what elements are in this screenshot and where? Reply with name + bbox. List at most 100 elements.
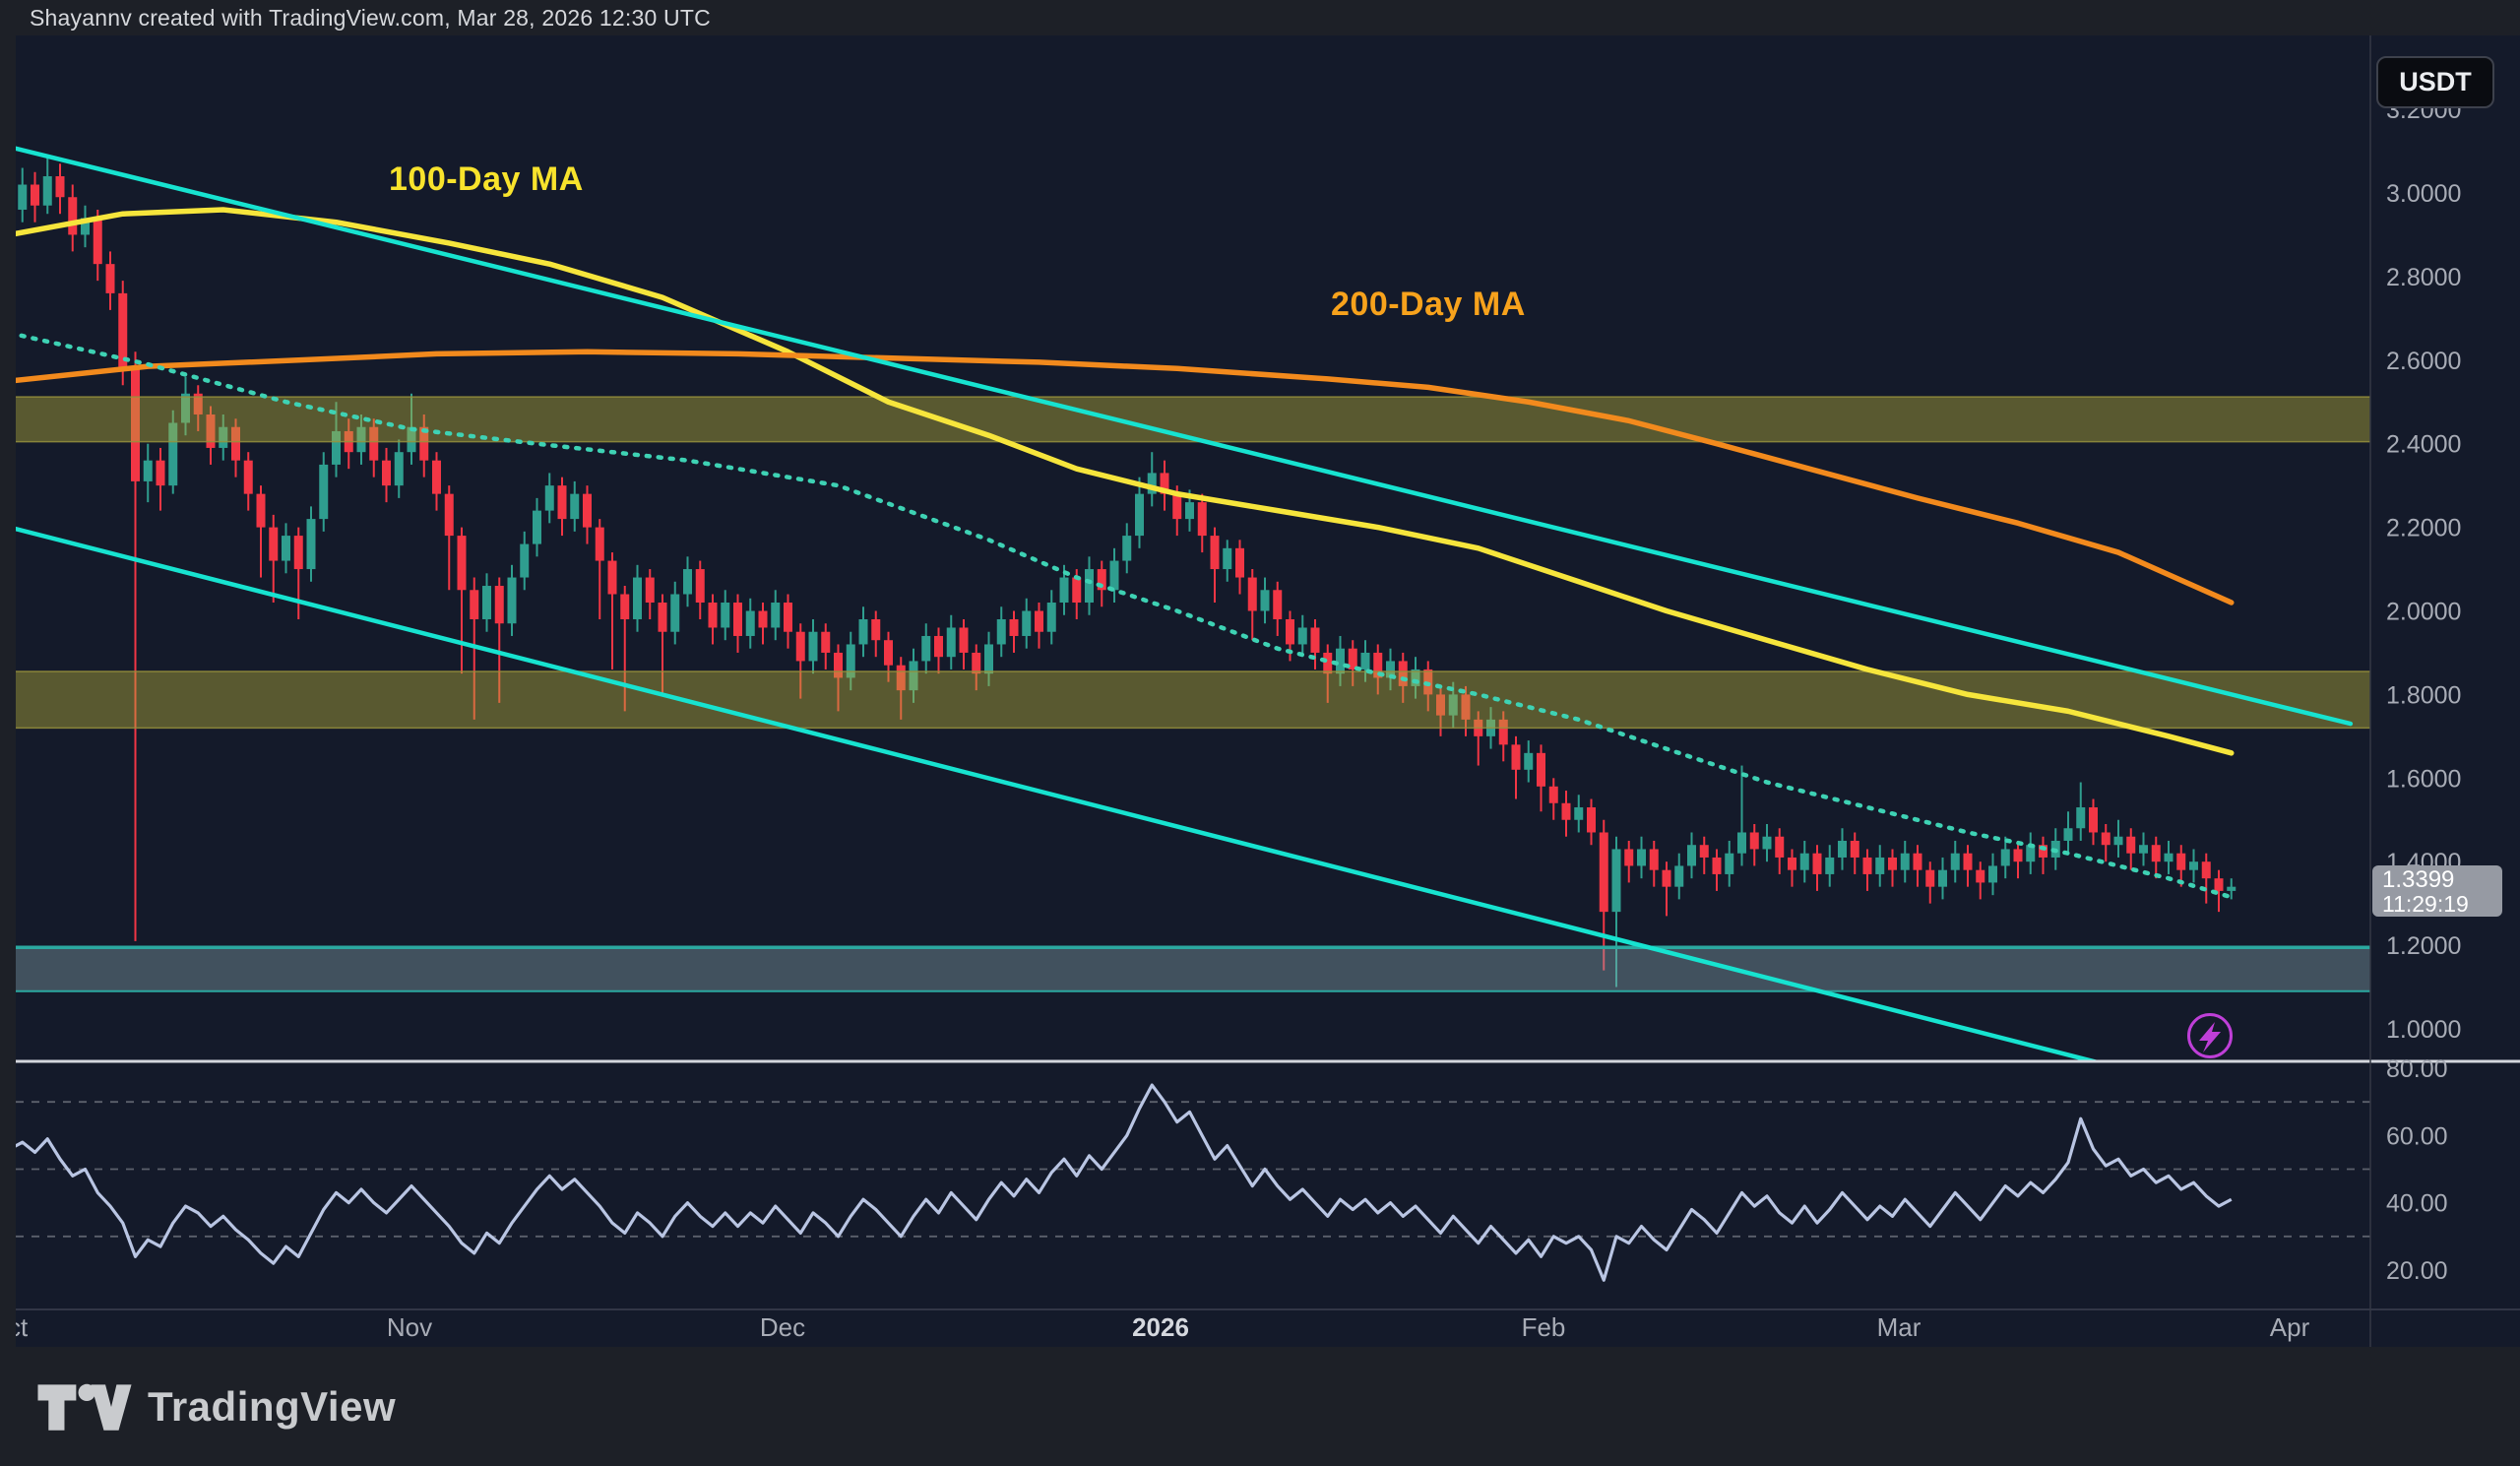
candle-body [1172,493,1182,520]
price-tick-label: 2.0000 [2386,599,2461,626]
candle-body [846,644,855,678]
candle-body [1398,661,1408,686]
candle-body [996,618,1006,645]
candle-body [896,665,906,691]
candle-body [557,485,567,520]
candle [1046,590,1056,645]
candle-body [1247,577,1257,611]
candle [1009,610,1019,653]
candle [1850,832,1859,874]
candle-body [1260,590,1270,611]
candle-body [332,430,341,465]
candle [1197,493,1207,553]
candle-body [1511,744,1521,770]
candle [2089,798,2098,846]
price-axis[interactable]: 3.20003.00002.80002.60002.40002.20002.00… [2386,96,2461,1044]
candle-body [1210,536,1220,570]
chart-canvas[interactable]: 3.20003.00002.80002.60002.40002.20002.00… [16,35,2520,1347]
candle [1235,540,1244,595]
last-price-badge: 1.3399 11:29:19 [2372,865,2502,917]
candle [784,594,792,649]
candle-body [256,493,266,528]
candle-body [2076,807,2086,829]
candle [256,485,266,578]
candle [181,376,190,436]
candle [319,452,329,532]
candle [733,594,742,653]
candle-body [282,536,290,561]
candle-body [2214,878,2224,891]
candle-body [156,460,165,486]
tradingview-logo[interactable]: TradingView [35,1380,396,1434]
resistance-zone-mid [16,670,2370,730]
time-tick-label: Apr [2270,1312,2310,1342]
candle [1297,614,1307,658]
candle [382,447,391,503]
candle-body [1448,694,1458,716]
rsi-tick-label: 40.00 [2386,1190,2448,1218]
candle [231,418,240,478]
lower-channel-line [16,526,2100,1061]
candle-body [2164,853,2174,862]
candle-body [131,368,140,481]
candle-body [2189,861,2198,870]
footer-bar: TradingView [0,1347,2520,1466]
candle [2000,836,2010,879]
candle-body [1749,832,1759,850]
lightning-button[interactable] [2187,1013,2233,1058]
chart-container[interactable]: 3.2000 3.0000 2.8000 2.6000 2.4000 2.2000 2.00… [16,35,2520,1347]
candle [1762,823,1772,862]
candle [959,618,969,669]
candle [745,598,755,649]
candle-body [1109,560,1119,591]
candle-body [871,618,881,641]
candle [1260,577,1270,624]
candle [1561,791,1571,837]
candle-body [1988,865,1997,883]
candle [2189,849,2198,883]
candle-body [2063,828,2073,841]
candle-body [482,586,491,619]
candle-body [394,452,404,486]
candle [921,623,931,674]
rsi-axis[interactable]: 80.00 60.00 40.00 20.00 [2386,1055,2448,1285]
candle [1537,744,1545,812]
candle-body [884,640,893,666]
candle [1662,861,1671,917]
candle-body [457,536,467,591]
candle [2076,782,2086,841]
candle [494,577,504,703]
candle [2151,836,2161,879]
candle-body [1662,869,1671,887]
candle-body [193,393,203,414]
candle [219,414,228,461]
bar-countdown: 11:29:19 [2382,891,2469,917]
candle-body [2089,807,2098,833]
candle-body [1574,807,1584,820]
candle-body [683,569,692,595]
candle [1160,460,1169,511]
price-tick-label: 2.4000 [2386,431,2461,459]
rsi-pane [16,1083,2370,1282]
candle [2227,878,2236,900]
candle [2113,819,2123,858]
candle [1548,778,1558,820]
candle-body [1548,786,1558,803]
candle [1737,765,1746,866]
lightning-bolt-icon [2199,1022,2221,1052]
attribution-text: Shayannv created with TradingView.com, M… [30,4,711,31]
candle [1976,861,1985,900]
candle [858,606,868,658]
time-tick-label: Feb [1522,1312,1566,1342]
candle-body [1888,857,1897,870]
candle [683,556,692,607]
candle [1085,556,1094,615]
time-axis[interactable]: Oct Nov Dec 2026 Feb Mar Apr [16,1312,2310,1342]
currency-unit-button[interactable]: USDT [2376,56,2494,108]
candle-body [1699,845,1709,858]
candle-body [834,652,843,678]
candle-body [507,577,517,624]
candle [1812,845,1822,891]
price-tick-label: 2.6000 [2386,348,2461,375]
